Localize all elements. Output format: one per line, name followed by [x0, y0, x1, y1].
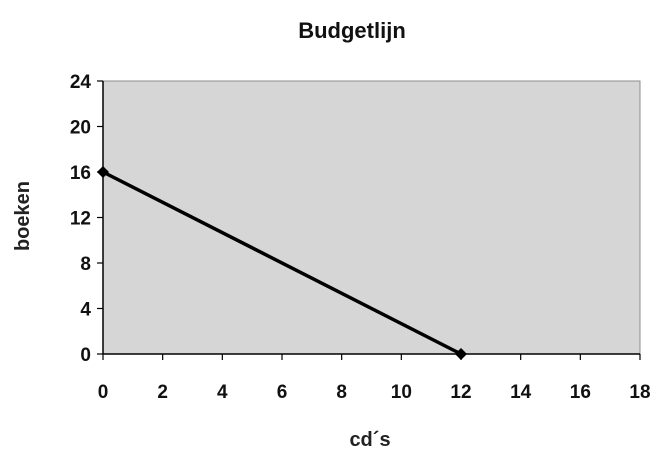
y-axis-label: boeken — [12, 181, 34, 251]
y-tick-label: 4 — [80, 300, 91, 321]
y-axis-ticks: 0 4 8 12 16 20 24 — [70, 72, 103, 366]
x-tick-label: 2 — [157, 382, 168, 403]
x-tick-label: 10 — [391, 382, 412, 403]
y-tick-label: 8 — [80, 254, 91, 275]
x-tick-label: 8 — [336, 382, 347, 403]
x-tick-label: 16 — [570, 382, 591, 403]
y-tick-label: 20 — [70, 118, 91, 139]
x-tick-label: 12 — [450, 382, 471, 403]
series-layer — [97, 166, 467, 360]
chart-title: Budgetlijn — [298, 18, 406, 43]
y-tick-label: 16 — [70, 163, 91, 184]
x-tick-label: 0 — [98, 382, 109, 403]
x-tick-label: 4 — [217, 382, 228, 403]
x-tick-label: 14 — [510, 382, 532, 403]
x-axis-ticks: 0 2 4 6 8 10 12 14 16 18 — [98, 354, 651, 403]
x-axis-label: cd´s — [349, 429, 390, 451]
y-tick-label: 24 — [70, 72, 92, 93]
x-tick-label: 18 — [629, 382, 650, 403]
y-tick-label: 0 — [80, 345, 91, 366]
data-point-marker — [97, 166, 109, 178]
x-tick-label: 6 — [277, 382, 288, 403]
plot-area — [102, 80, 641, 355]
y-tick-label: 12 — [70, 209, 91, 230]
data-point-marker — [455, 348, 467, 360]
budget-line — [101, 170, 463, 356]
